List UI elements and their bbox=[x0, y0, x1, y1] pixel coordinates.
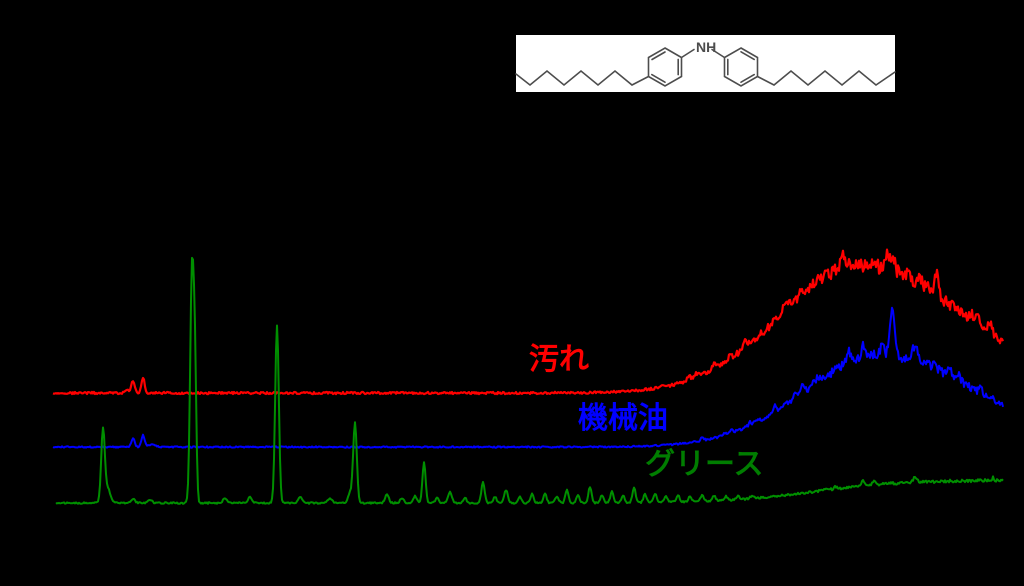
alkyl-chain-left bbox=[515, 69, 650, 87]
label-grease: グリース bbox=[645, 448, 764, 481]
trace-grease bbox=[55, 256, 1004, 505]
label-machine-oil: 機械油 bbox=[578, 402, 668, 435]
label-dirt: 汚れ bbox=[529, 343, 589, 376]
trace-machine-oil bbox=[52, 306, 1004, 449]
structure-background bbox=[516, 35, 895, 92]
nh-label: NH bbox=[696, 39, 716, 55]
bond-left-to-nh bbox=[680, 48, 695, 59]
alkyl-chain-right bbox=[756, 69, 896, 87]
trace-dirt bbox=[52, 248, 1004, 396]
bond-right-to-nh bbox=[711, 48, 726, 59]
